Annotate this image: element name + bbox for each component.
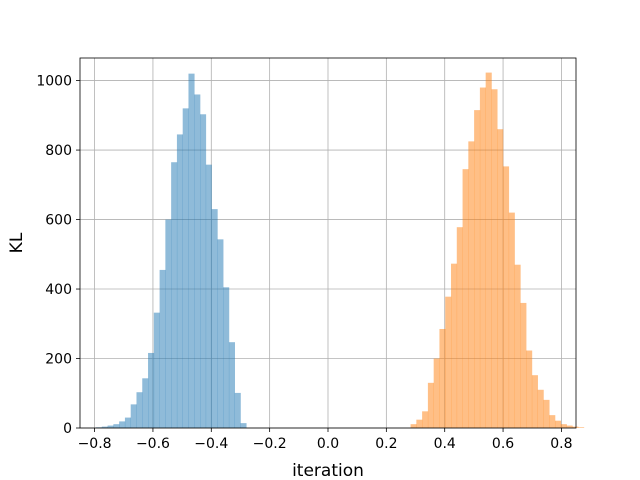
histogram-bar-series-1 [211,209,218,428]
histogram-bar-series-2 [439,328,446,428]
histogram-bar-series-2 [503,166,510,429]
histogram-bar-series-1 [217,239,224,428]
histogram-bar-series-1 [200,114,207,429]
histogram-bar-series-2 [572,426,579,428]
histogram-bar-series-1 [205,164,212,428]
x-tick-label: 0.2 [375,436,397,452]
histogram-bar-series-1 [182,108,189,429]
x-tick-label: −0.6 [136,436,170,452]
histogram-bar-series-1 [113,424,120,428]
histogram-bar-series-2 [468,141,475,428]
histogram-bar-series-2 [554,420,562,428]
histogram-bar-series-2 [485,72,492,428]
histogram-bar-series-2 [497,129,504,429]
x-tick-label: 0.4 [434,436,456,452]
x-tick-label: 0.0 [317,436,339,452]
y-tick-label: 400 [45,282,72,298]
histogram-bar-series-1 [234,392,241,428]
x-axis-label: iteration [292,461,364,480]
x-tick-label: 0.8 [550,436,572,452]
histogram-bar-series-2 [445,296,452,428]
histogram-bar-series-1 [194,94,201,428]
histogram-bar-series-1 [223,287,230,428]
y-tick-label: 200 [45,352,72,368]
histogram-bar-series-1 [188,73,195,429]
x-tick-label: −0.4 [194,436,228,452]
histogram-bar-series-2 [451,263,458,428]
histogram-bar-series-2 [422,411,429,428]
histogram-bar-series-1 [228,342,235,428]
histogram-bar-series-1 [130,404,137,428]
histogram-bar-series-2 [491,89,498,428]
histogram-bar-series-1 [153,312,160,428]
histogram-bar-series-2 [549,415,556,428]
histogram-bar-series-1 [107,425,114,428]
histogram-bar-series-1 [165,219,172,428]
histogram-bar-series-1 [176,134,184,428]
histogram-bar-series-2 [566,425,573,428]
x-tick-label: −0.8 [78,436,112,452]
x-tick-label: 0.6 [492,436,514,452]
histogram-bar-series-2 [520,302,527,428]
histogram-bar-series-2 [526,350,533,428]
histogram-bar-series-2 [410,424,417,428]
histogram-bar-series-2 [427,382,434,428]
y-tick-label: 800 [45,143,72,159]
axis-ticks: −0.8 −0.6 −0.4 −0.2 0.0 0.2 0.4 0.6 0.8 0 200 400 60… [36,74,572,452]
histogram-bars [96,72,585,429]
histogram-bar-series-1 [171,162,178,429]
histogram-bar-series-2 [537,389,544,428]
histogram-bar-series-2 [456,227,463,428]
histogram-bar-series-1 [240,423,247,428]
histogram-bar-series-2 [560,424,567,428]
histogram-bar-series-1 [142,378,149,428]
histogram-bar-series-1 [136,392,143,428]
histogram-bar-series-1 [148,352,155,428]
y-axis-label: KL [7,232,27,253]
histogram-bar-series-2 [514,264,521,428]
histogram-bar-series-2 [543,399,550,428]
histogram-bar-series-2 [508,212,515,428]
histogram-bar-series-1 [124,417,132,428]
histogram-bar-series-2 [462,169,469,428]
y-tick-label: 1000 [36,74,72,90]
histogram-bar-series-1 [159,269,166,428]
histogram-bar-series-2 [531,375,538,428]
histogram-bar-series-2 [479,87,486,428]
y-tick-label: 600 [45,213,72,229]
histogram-bar-series-2 [474,110,481,429]
y-tick-label: 0 [63,421,72,437]
histogram-bar-series-2 [578,427,585,428]
x-tick-label: −0.2 [253,436,287,452]
histogram-bar-series-2 [416,419,423,428]
histogram-bar-series-1 [119,421,126,428]
histogram-bar-series-1 [101,426,108,428]
histogram-bar-series-2 [433,358,440,428]
